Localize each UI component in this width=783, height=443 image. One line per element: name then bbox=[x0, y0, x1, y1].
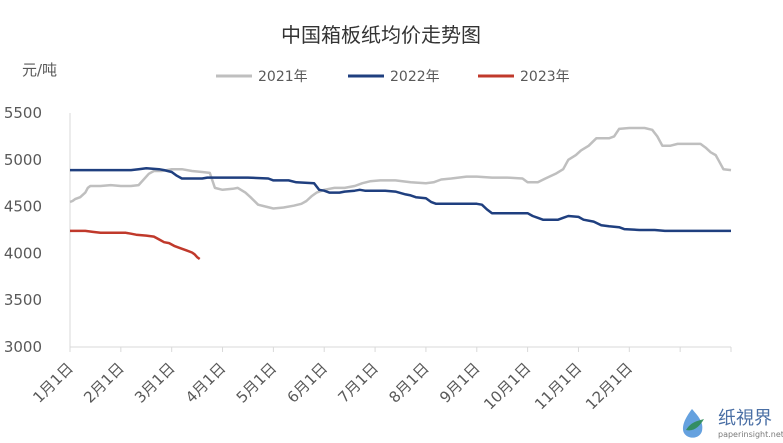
legend-label: 2021年 bbox=[258, 69, 308, 85]
leaf-drop-icon bbox=[682, 409, 704, 438]
chart-title: 中国箱板纸均价走势图 bbox=[281, 23, 481, 47]
series-line-2023年 bbox=[70, 229, 201, 261]
watermark-logo-text: 纸視界 bbox=[718, 408, 772, 429]
y-tick-label: 3500 bbox=[4, 291, 42, 309]
x-tick-label: 11月1日 bbox=[531, 359, 585, 413]
y-tick-label: 4000 bbox=[4, 244, 42, 262]
x-tick-label: 8月1日 bbox=[385, 359, 432, 406]
legend-label: 2022年 bbox=[390, 69, 440, 85]
watermark-url: paperinsight.net bbox=[718, 430, 783, 439]
watermark: 纸視界 paperinsight.net bbox=[682, 408, 783, 439]
x-tick-label: 7月1日 bbox=[334, 359, 381, 406]
series-group bbox=[69, 126, 732, 261]
axes: 3000 3500 4000 4500 5000 5500 1月1日 2月1日 3月1日 4月1日… bbox=[4, 104, 732, 413]
x-tick-label: 10月1日 bbox=[480, 359, 534, 413]
y-tick-label: 5500 bbox=[4, 104, 42, 122]
y-axis-unit: 元/吨 bbox=[22, 61, 57, 79]
x-tick-label: 12月1日 bbox=[582, 359, 636, 413]
x-tick-label: 3月1日 bbox=[131, 359, 178, 406]
y-tick-label: 5000 bbox=[4, 151, 42, 169]
series-line-2021年 bbox=[69, 126, 732, 210]
y-tick-label: 4500 bbox=[4, 198, 42, 216]
x-tick-label: 2月1日 bbox=[80, 359, 127, 406]
x-tick-label: 4月1日 bbox=[182, 359, 229, 406]
x-tick-label: 9月1日 bbox=[436, 359, 483, 406]
legend-label: 2023年 bbox=[520, 69, 570, 85]
x-tick-label: 1月1日 bbox=[29, 359, 76, 406]
legend: 2021年 2022年 2023年 bbox=[216, 69, 570, 85]
series-line-2022年 bbox=[70, 166, 731, 233]
x-tick-label: 6月1日 bbox=[284, 359, 331, 406]
x-tick-label: 5月1日 bbox=[233, 359, 280, 406]
y-tick-label: 3000 bbox=[4, 338, 42, 356]
